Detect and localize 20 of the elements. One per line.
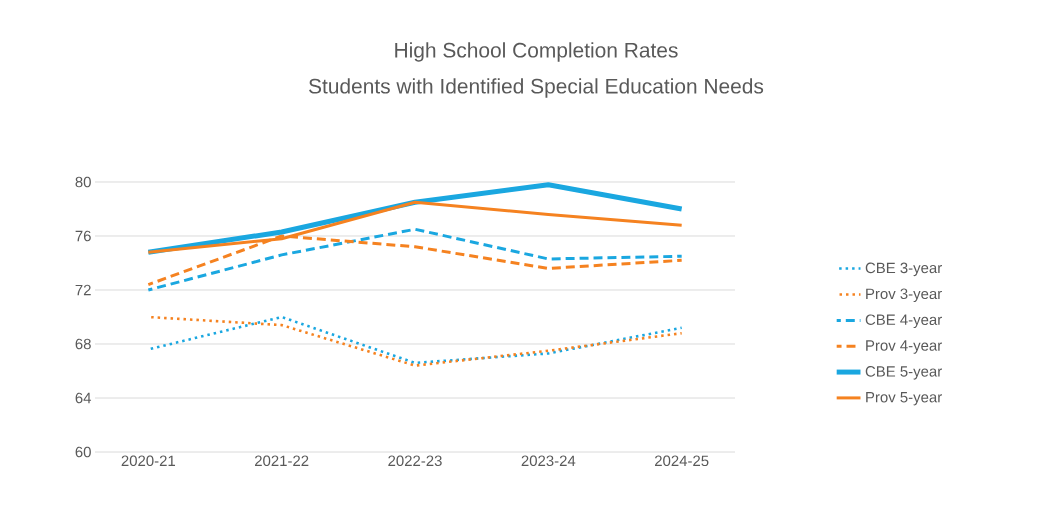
legend-label: CBE 4-year bbox=[865, 314, 942, 328]
legend-label: Prov 3-year bbox=[866, 288, 942, 303]
legend-label: Prov 4-year bbox=[866, 340, 942, 354]
line-series bbox=[146, 227, 684, 292]
y-tick-label: 72 bbox=[75, 284, 91, 296]
legend-label: CBE 5-year bbox=[865, 366, 942, 380]
y-tick-label: 64 bbox=[75, 392, 92, 404]
x-tick-label: 2024-25 bbox=[655, 455, 709, 467]
x-tick-label: 2023-24 bbox=[521, 455, 576, 467]
legend-label: Prov 5-year bbox=[866, 392, 942, 406]
legend-label: CBE 3-year bbox=[865, 262, 942, 277]
x-tick-label: 2021-22 bbox=[255, 455, 309, 467]
x-tick-label: 2022-23 bbox=[388, 455, 442, 467]
y-tick-label: 80 bbox=[75, 176, 91, 188]
chart-subtitle: Students with Identified Special Education Needs bbox=[309, 78, 764, 98]
y-tick-label: 68 bbox=[75, 338, 91, 350]
y-tick-label: 60 bbox=[75, 446, 91, 458]
x-tick-label: 2020-21 bbox=[121, 455, 176, 467]
chart-title: High School Completion Rates bbox=[395, 42, 678, 62]
y-tick-label: 76 bbox=[75, 230, 91, 242]
